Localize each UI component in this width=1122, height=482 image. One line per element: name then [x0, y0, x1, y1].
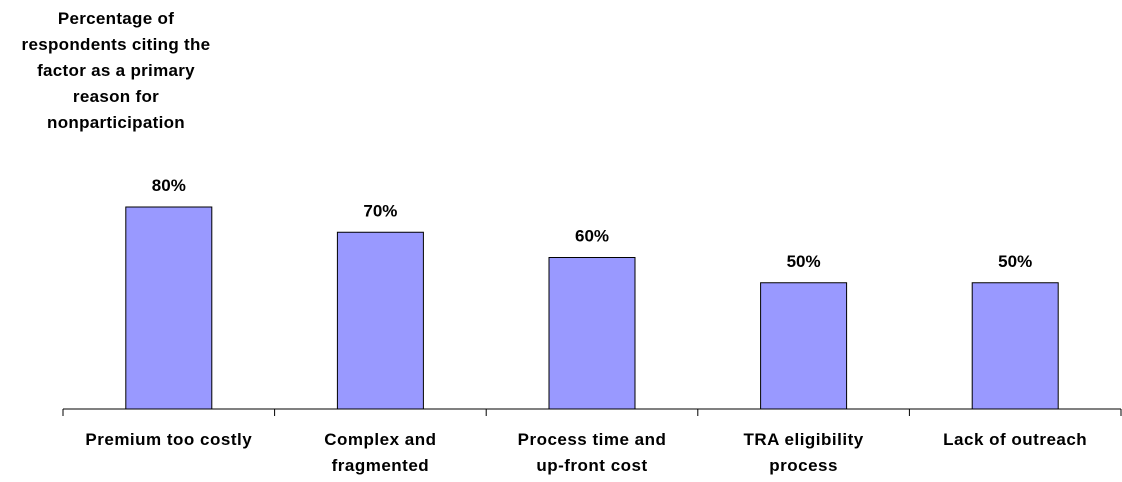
x-tick-label: TRA eligibility process — [743, 430, 864, 475]
x-tick-label: Premium too costly — [85, 430, 253, 449]
value-label: 60% — [575, 227, 609, 246]
chart-title: Percentage of respondents citing the fac… — [21, 9, 211, 132]
x-tick-label: Process time and up-front cost — [517, 430, 667, 475]
bar — [971, 282, 1059, 410]
x-tick-label: Lack of outreach — [943, 430, 1088, 449]
bar — [336, 231, 424, 410]
value-label: 50% — [998, 252, 1032, 271]
value-label: 80% — [152, 176, 186, 195]
value-label: 50% — [787, 252, 821, 271]
x-tick-label: Complex and fragmented — [324, 430, 437, 475]
bar — [760, 282, 848, 410]
bar — [125, 206, 213, 410]
bar — [548, 257, 636, 410]
value-label: 70% — [363, 201, 397, 220]
